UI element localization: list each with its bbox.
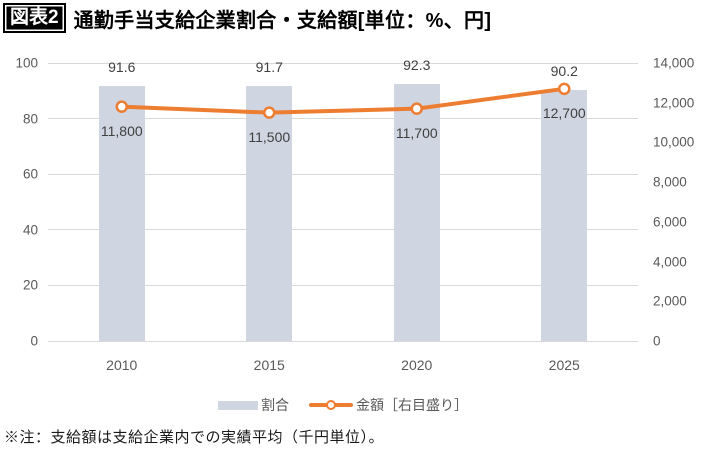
- gridline: [48, 118, 638, 120]
- y-axis-tick-left: 0: [30, 333, 38, 349]
- line-series-swatch-icon: [309, 399, 353, 412]
- footnote: ※注：支給額は支給企業内での実績平均（千円単位）。: [4, 430, 385, 446]
- y-axis-tick-left: 60: [22, 166, 38, 182]
- line-marker: [263, 106, 276, 119]
- y-axis-tick-right: 12,000: [653, 95, 695, 111]
- ratio-bar: [246, 86, 293, 341]
- legend-item-amount: 金額［右目盛り］: [309, 395, 468, 415]
- line-marker: [410, 102, 423, 115]
- bar-series-swatch-icon: [218, 400, 258, 410]
- amount-line-series: [115, 82, 571, 119]
- bar-value-label: 91.6: [108, 59, 136, 76]
- line-value-label: 11,700: [395, 124, 438, 141]
- x-axis-label: 2010: [106, 357, 138, 373]
- x-axis-label: 2020: [401, 357, 433, 373]
- line-swatch-marker: [326, 400, 336, 410]
- y-axis-tick-right: 4,000: [653, 254, 687, 270]
- bar-value-label: 92.3: [403, 57, 431, 74]
- figure-title-row: 図表2 通勤手当支給企業割合・支給額[単位：%、円]: [3, 3, 491, 33]
- y-axis-tick-right: 14,000: [653, 55, 695, 71]
- ratio-bar: [98, 86, 145, 341]
- gridline: [48, 340, 638, 342]
- y-axis-tick-left: 40: [22, 222, 38, 238]
- legend-item-ratio: 割合: [218, 395, 289, 415]
- line-value-label: 11,800: [100, 122, 143, 139]
- figure-title: 通勤手当支給企業割合・支給額[単位：%、円]: [73, 9, 492, 32]
- bar-value-label: 90.2: [550, 63, 578, 80]
- chart-legend: 割合 金額［右目盛り］: [48, 395, 638, 415]
- line-value-label: 12,700: [542, 104, 586, 121]
- gridline: [48, 284, 638, 286]
- gridline: [48, 229, 638, 231]
- y-axis-tick-right: 0: [653, 333, 661, 349]
- y-axis-tick-right: 10,000: [653, 134, 695, 150]
- ratio-bar: [393, 84, 440, 341]
- line-marker: [115, 100, 128, 113]
- y-axis-tick-left: 100: [15, 55, 38, 71]
- y-axis-tick-left: 80: [22, 111, 38, 127]
- y-axis-tick-right: 8,000: [653, 174, 687, 190]
- line-value-label: 11,500: [248, 128, 291, 145]
- line-marker: [558, 82, 571, 96]
- line-path: [119, 86, 567, 115]
- y-axis-tick-right: 2,000: [653, 293, 687, 309]
- gridline: [48, 62, 638, 64]
- x-axis-label: 2015: [253, 357, 285, 373]
- ratio-bar: [541, 90, 588, 341]
- gridline: [48, 173, 638, 175]
- y-axis-tick-left: 20: [22, 277, 38, 293]
- legend-label-ratio: 割合: [261, 397, 289, 413]
- y-axis-tick-right: 6,000: [653, 214, 687, 230]
- bar-value-label: 91.7: [255, 59, 283, 76]
- x-axis-label: 2025: [548, 357, 580, 373]
- legend-label-amount: 金額［右目盛り］: [356, 397, 468, 413]
- figure-badge: 図表2: [3, 3, 66, 33]
